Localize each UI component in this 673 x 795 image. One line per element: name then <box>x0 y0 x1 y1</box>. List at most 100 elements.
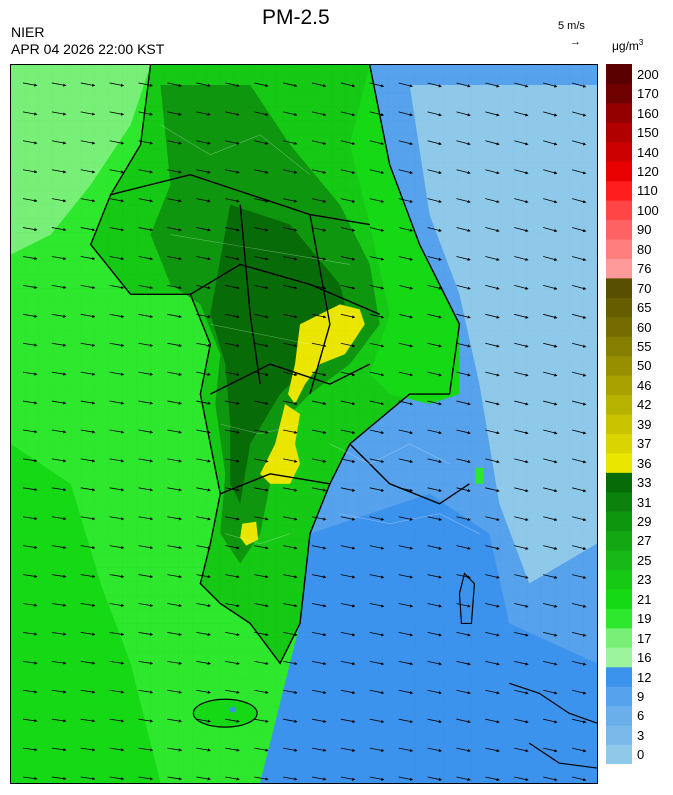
wind-arrow-icon <box>485 313 500 319</box>
wind-arrow-icon <box>196 603 211 608</box>
wind-arrow-icon <box>398 169 414 174</box>
wind-arrow-icon <box>80 429 96 434</box>
wind-arrow-icon <box>196 400 211 405</box>
wind-arrow-icon <box>51 718 67 723</box>
wind-arrow-icon <box>514 371 529 377</box>
wind-arrow-icon <box>254 660 269 665</box>
wind-arrow-icon <box>311 342 327 348</box>
wind-arrow-icon <box>543 718 558 724</box>
colorbar-bin <box>606 530 632 551</box>
wind-arrow-icon <box>514 313 529 319</box>
wind-arrow-icon <box>80 256 96 261</box>
colorbar-bin <box>606 64 632 84</box>
colorbar-tick-label: 25 <box>637 552 652 568</box>
wind-arrow-icon <box>456 400 471 406</box>
wind-arrow-icon <box>571 516 587 522</box>
wind-arrow-icon <box>282 718 298 723</box>
wind-arrow-icon <box>167 487 182 492</box>
wind-arrow-icon <box>167 689 183 694</box>
colorbar-tick-label: 200 <box>637 66 659 82</box>
wind-arrow-icon <box>138 198 154 203</box>
wind-arrow-icon <box>427 342 442 348</box>
wind-arrow-icon <box>571 718 587 724</box>
wind-arrow-icon <box>51 169 67 174</box>
colorbar-tick-label: 19 <box>637 611 652 627</box>
wind-arrow-icon <box>340 256 356 261</box>
wind-arrow-icon <box>225 718 240 723</box>
wind-arrow-icon <box>282 342 298 348</box>
wind-arrow-icon <box>398 516 414 521</box>
wind-arrow-icon <box>22 400 38 405</box>
wind-arrow-icon <box>80 284 96 289</box>
wind-arrow-icon <box>80 574 96 578</box>
wind-arrow-icon <box>340 169 356 174</box>
wind-arrow-icon <box>456 458 471 464</box>
wind-arrow-icon <box>225 632 240 637</box>
wind-arrow-icon <box>398 227 414 232</box>
wind-arrow-icon <box>225 574 240 579</box>
wind-arrow-icon <box>138 169 154 174</box>
wind-arrow-icon <box>196 284 211 290</box>
wind-arrow-icon <box>311 371 327 377</box>
wind-arrow-icon <box>485 140 500 146</box>
wind-arrow-icon <box>22 256 38 260</box>
wind-arrow-icon <box>51 400 67 405</box>
colorbar-tick-label: 6 <box>637 708 645 724</box>
wind-arrow-icon <box>514 458 529 464</box>
wind-arrow-icon <box>369 140 385 146</box>
wind-arrow-icon <box>456 632 471 637</box>
wind-arrow-icon <box>543 227 558 233</box>
wind-arrow-icon <box>571 285 587 290</box>
wind-arrow-icon <box>109 603 125 607</box>
wind-arrow-icon <box>254 284 269 290</box>
wind-arrow-icon <box>196 198 211 203</box>
wind-arrow-icon <box>109 111 125 116</box>
colorbar-tick-label: 160 <box>637 105 659 121</box>
wind-arrow-icon <box>456 429 471 435</box>
wind-arrow-icon <box>138 371 154 376</box>
wind-arrow-icon <box>543 169 558 175</box>
wind-arrow-icon <box>167 111 182 116</box>
wind-arrow-icon <box>514 632 529 637</box>
wind-arrow-icon <box>514 169 529 175</box>
wind-arrow-icon <box>254 689 269 694</box>
colorbar-tick-label: 140 <box>637 144 659 160</box>
wind-arrow-icon <box>369 284 385 290</box>
wind-arrow-icon <box>571 371 587 377</box>
wind-arrow-icon <box>398 776 414 781</box>
wind-arrow-icon <box>514 429 529 435</box>
colorbar <box>606 64 632 764</box>
wind-arrow-icon <box>282 227 298 232</box>
wind-arrow-icon <box>225 400 240 405</box>
wind-arrow-icon <box>485 198 500 204</box>
wind-arrow-icon <box>138 632 154 636</box>
wind-arrow-icon <box>571 747 587 753</box>
wind-arrow-icon <box>456 545 471 550</box>
wind-arrow-icon <box>427 689 443 695</box>
wind-arrow-icon <box>282 82 298 88</box>
wind-arrow-icon <box>138 342 154 347</box>
wind-arrow-icon <box>282 516 298 521</box>
wind-arrow-icon <box>225 689 240 694</box>
wind-arrow-icon <box>311 429 327 434</box>
wind-arrow-icon <box>109 545 125 550</box>
wind-arrow-icon <box>398 458 414 463</box>
wind-arrow-icon <box>225 256 240 261</box>
wind-arrow-icon <box>311 140 327 145</box>
wind-arrow-icon <box>571 689 587 695</box>
wind-arrow-icon <box>138 400 154 405</box>
wind-arrow-icon <box>543 689 558 695</box>
wind-arrow-icon <box>138 284 154 290</box>
wind-arrow-icon <box>167 429 182 434</box>
wind-arrow-icon <box>571 400 587 406</box>
wind-arrow-icon <box>22 545 38 549</box>
wind-arrow-icon <box>427 545 442 550</box>
colorbar-tick-label: 42 <box>637 397 652 413</box>
wind-arrow-icon <box>167 198 182 203</box>
wind-arrow-icon <box>225 111 240 116</box>
wind-arrow-icon <box>427 516 442 521</box>
wind-arrow-icon <box>398 747 414 752</box>
colorbar-tick-label: 55 <box>637 338 652 354</box>
wind-arrow-icon <box>340 660 356 666</box>
wind-arrow-icon <box>543 458 558 464</box>
